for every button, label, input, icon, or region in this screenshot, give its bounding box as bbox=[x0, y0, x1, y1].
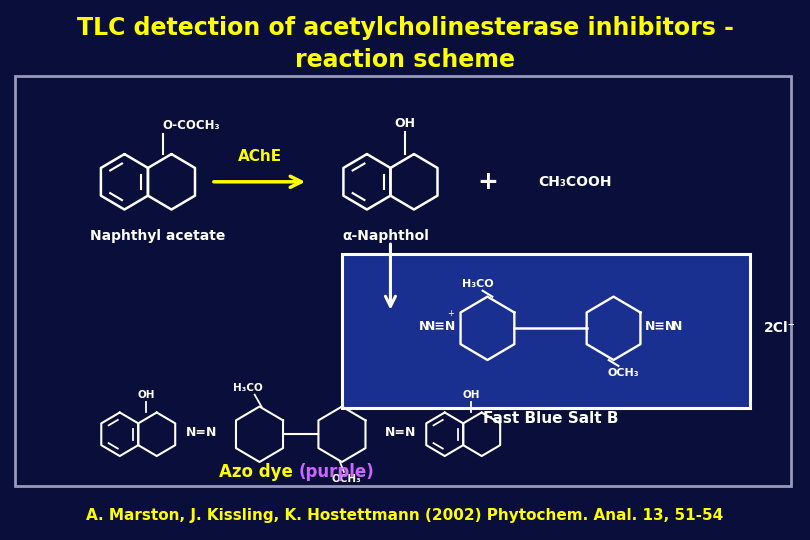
Text: N≡N: N≡N bbox=[646, 320, 676, 333]
Text: reaction scheme: reaction scheme bbox=[295, 48, 515, 72]
Text: (purple): (purple) bbox=[298, 463, 374, 481]
Text: OH: OH bbox=[394, 117, 416, 130]
Text: N: N bbox=[672, 320, 683, 333]
Text: OH: OH bbox=[137, 389, 155, 400]
Text: Azo dye: Azo dye bbox=[219, 463, 298, 481]
Text: OCH₃: OCH₃ bbox=[332, 474, 362, 484]
Text: +: + bbox=[477, 170, 498, 194]
Text: +: + bbox=[447, 309, 454, 319]
Text: 2Cl⁻: 2Cl⁻ bbox=[764, 321, 796, 335]
Text: CH₃COOH: CH₃COOH bbox=[538, 175, 612, 189]
Text: H₃CO: H₃CO bbox=[233, 383, 262, 393]
Text: TLC detection of acetylcholinesterase inhibitors -: TLC detection of acetylcholinesterase in… bbox=[77, 16, 733, 40]
Text: α-Naphthol: α-Naphthol bbox=[342, 230, 428, 244]
Text: N=N: N=N bbox=[185, 426, 217, 439]
Text: AChE: AChE bbox=[237, 149, 282, 164]
Text: N=N: N=N bbox=[385, 426, 416, 439]
Text: Fast Blue Salt B: Fast Blue Salt B bbox=[483, 411, 618, 427]
Text: H₃CO: H₃CO bbox=[462, 279, 493, 289]
Text: OCH₃: OCH₃ bbox=[608, 368, 639, 378]
Text: OH: OH bbox=[463, 389, 480, 400]
Text: O-COCH₃: O-COCH₃ bbox=[163, 119, 220, 132]
Text: A. Marston, J. Kissling, K. Hostettmann (2002) Phytochem. Anal. 13, 51-54: A. Marston, J. Kissling, K. Hostettmann … bbox=[87, 508, 723, 523]
Text: N: N bbox=[419, 320, 429, 333]
Text: N≡N: N≡N bbox=[424, 320, 456, 333]
FancyBboxPatch shape bbox=[342, 254, 749, 408]
Text: Naphthyl acetate: Naphthyl acetate bbox=[90, 230, 225, 244]
